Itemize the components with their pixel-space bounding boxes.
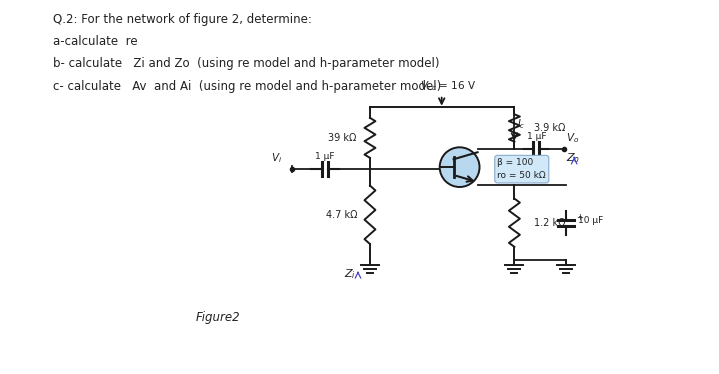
Text: $V_o$: $V_o$ [566, 132, 580, 145]
Text: a-calculate  re: a-calculate re [53, 35, 138, 48]
Circle shape [440, 147, 480, 187]
Text: $V_{cc}$ = 16 V: $V_{cc}$ = 16 V [420, 79, 476, 93]
Text: 1 μF: 1 μF [526, 132, 546, 141]
Text: $Z_i$: $Z_i$ [344, 267, 356, 281]
Text: b- calculate   Zi and Zo  (using re model and h-parameter model): b- calculate Zi and Zo (using re model a… [53, 57, 440, 70]
Text: $V_i$: $V_i$ [271, 151, 283, 165]
Text: 3.9 kΩ: 3.9 kΩ [534, 123, 566, 133]
Text: c- calculate   Av  and Ai  (using re model and h-parameter model): c- calculate Av and Ai (using re model a… [53, 80, 441, 93]
Text: $Z_o$: $Z_o$ [566, 151, 580, 165]
Text: +: + [576, 213, 583, 222]
Text: β = 100
ro = 50 kΩ: β = 100 ro = 50 kΩ [498, 158, 546, 180]
Text: 1 μF: 1 μF [316, 152, 335, 161]
Text: Q.2: For the network of figure 2, determine:: Q.2: For the network of figure 2, determ… [53, 13, 312, 26]
Text: 39 kΩ: 39 kΩ [328, 133, 356, 143]
Text: 4.7 kΩ: 4.7 kΩ [326, 210, 358, 220]
Text: Figure2: Figure2 [196, 311, 240, 324]
Text: 1.2 kΩ: 1.2 kΩ [534, 218, 566, 228]
Text: 10 μF: 10 μF [578, 216, 603, 225]
Text: $I_c$: $I_c$ [518, 117, 526, 131]
